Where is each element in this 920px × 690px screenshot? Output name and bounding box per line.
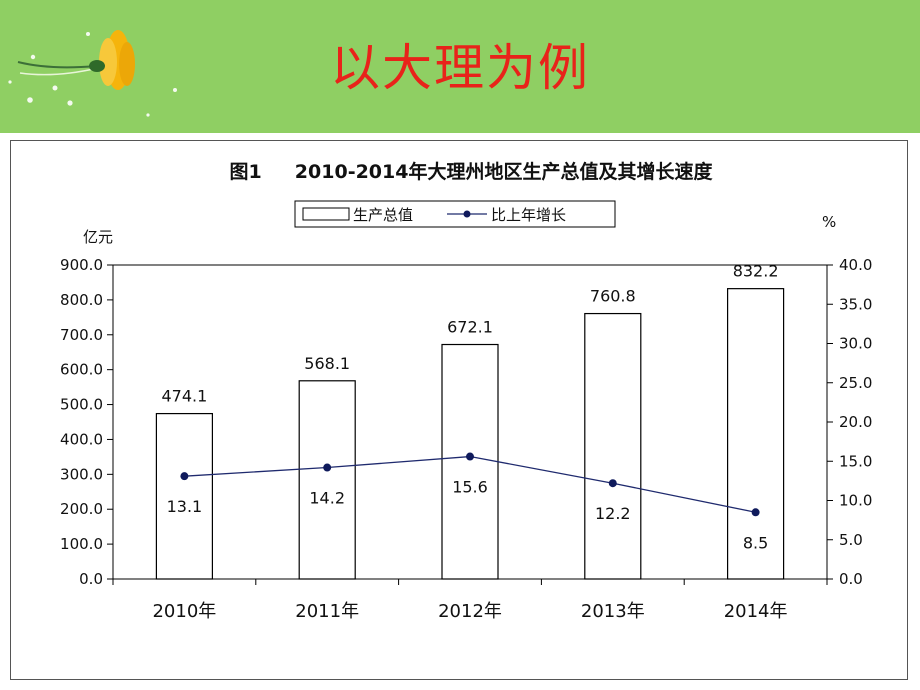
- bar-value-label: 474.1: [161, 387, 207, 406]
- slide-title: 以大理为例: [330, 39, 590, 97]
- x-tick-label: 2011年: [295, 601, 359, 622]
- legend-bar-swatch: [302, 207, 350, 221]
- y-left-tick-label: 100.0: [60, 535, 103, 553]
- y-left-tick-label: 700.0: [60, 326, 103, 344]
- bar: [726, 288, 785, 580]
- y-left-tick-label: 200.0: [60, 500, 103, 518]
- x-tick-label: 2014年: [724, 601, 788, 622]
- bar-value-label: 672.1: [447, 318, 493, 337]
- growth-point: [608, 479, 617, 488]
- y-right-tick-label: 25.0: [839, 374, 872, 392]
- title-banner: 以大理为例: [0, 0, 920, 133]
- chart-frame: 图1 2010-2014年大理州地区生产总值及其增长速度 生产总值 比上年增长 …: [10, 140, 908, 680]
- growth-value-label: 8.5: [743, 533, 768, 552]
- chart: 图1 2010-2014年大理州地区生产总值及其增长速度 生产总值 比上年增长 …: [60, 160, 872, 622]
- y-left-tick-label: 900.0: [60, 256, 103, 274]
- bar-value-label: 760.8: [590, 287, 636, 306]
- y-right-tick-label: 40.0: [839, 256, 872, 274]
- legend-bar-label: 生产总值: [353, 206, 413, 224]
- growth-point: [466, 452, 474, 461]
- bar: [298, 380, 356, 580]
- y-left-tick-label: 500.0: [60, 396, 103, 414]
- growth-value-label: 15.6: [452, 478, 488, 497]
- x-tick-label: 2010年: [152, 601, 216, 622]
- chart-title: 图1 2010-2014年大理州地区生产总值及其增长速度: [230, 160, 714, 183]
- y-right-tick-label: 35.0: [839, 295, 872, 313]
- growth-value-label: 14.2: [309, 489, 345, 508]
- bar: [155, 412, 213, 580]
- x-tick-label: 2012年: [438, 601, 502, 622]
- bar-value-label: 568.1: [304, 354, 350, 373]
- y-right-tick-label: 0.0: [839, 570, 863, 588]
- y-right-tick-label: 20.0: [839, 413, 872, 431]
- bar: [584, 312, 642, 580]
- x-tick-label: 2013年: [581, 601, 645, 622]
- dandelion-decoration: [8, 30, 177, 117]
- legend: 生产总值 比上年增长: [294, 200, 616, 228]
- y-right-tick-label: 30.0: [839, 335, 872, 353]
- bar-value-label: 832.2: [733, 262, 779, 281]
- bar: [441, 343, 499, 580]
- growth-value-label: 12.2: [595, 504, 631, 523]
- legend-line-label: 比上年增长: [491, 206, 566, 224]
- y-left-tick-label: 800.0: [60, 291, 103, 309]
- y-right-tick-label: 5.0: [839, 531, 863, 549]
- growth-point: [180, 472, 189, 481]
- y-right-tick-label: 10.0: [839, 492, 872, 510]
- y-right-unit: %: [822, 213, 836, 231]
- growth-point: [323, 463, 332, 472]
- growth-value-label: 13.1: [167, 497, 203, 516]
- y-left-tick-label: 600.0: [60, 361, 103, 379]
- legend-line-marker: [463, 210, 471, 218]
- y-left-unit: 亿元: [83, 228, 113, 246]
- y-right-tick-label: 15.0: [839, 452, 872, 470]
- y-left-tick-label: 400.0: [60, 430, 103, 448]
- growth-point: [751, 508, 760, 517]
- y-left-tick-label: 300.0: [60, 465, 103, 483]
- y-left-tick-label: 0.0: [79, 570, 103, 588]
